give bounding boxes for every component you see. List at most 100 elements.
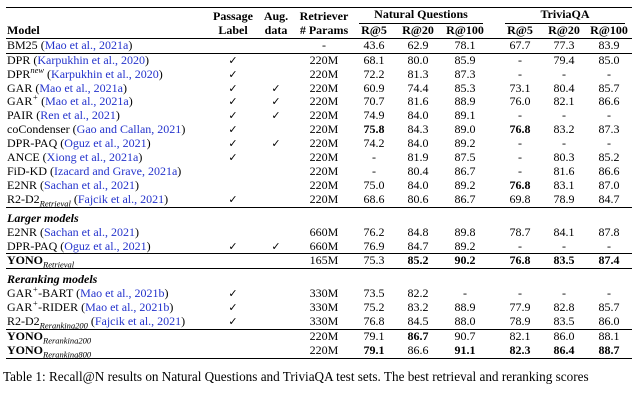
score-cell: 76.8 (498, 253, 542, 269)
score-cell: 60.9 (363, 81, 385, 95)
model-name-cell: coCondenser (Gao and Callan, 2021) (7, 123, 186, 137)
aug-data-check (256, 123, 296, 137)
citation-link[interactable]: Fajcik et al., 2021 (77, 192, 165, 206)
model-name-cell: R2-D2Reranking200 (Fajcik et al., 2021) (7, 315, 186, 330)
model-subscript: Retrieval (43, 259, 75, 269)
model-name: E2NR (7, 225, 37, 239)
score-cell: 87.3 (454, 67, 476, 81)
table-section: Larger models E2NR (Sachan et al., 2021) 6… (6, 206, 632, 254)
score-cell: 69.8 (509, 192, 531, 206)
citation-link[interactable]: Xiong et al., 2021a (46, 151, 139, 165)
passage-label-check: ✓ (210, 68, 256, 82)
score-cell: 86.0 (542, 328, 586, 344)
checkmark-icon: ✓ (228, 192, 238, 206)
retriever-params-cell: 165M (296, 253, 352, 269)
header-row-metrics: R@5 R@20 R@100 R@5 R@20 R@100 (6, 23, 632, 39)
citation-link[interactable]: Mao et al., 2021b (80, 287, 165, 301)
score-cell: - (607, 239, 611, 253)
score-cell: 89.0 (454, 123, 476, 137)
table-row: DPR-PAQ (Oguz et al., 2021) ✓ ✓ 220M 74.2 84.… (6, 137, 632, 151)
col-header-retriever-params: Retriever # Params (296, 7, 352, 39)
passage-label-check: ✓ (210, 137, 256, 151)
score-cell: 81.6 (553, 164, 575, 178)
score-cell: 78.1 (440, 37, 490, 54)
citation-link[interactable]: Izacard and Grave, 2021a (54, 164, 178, 178)
score-cell: 83.5 (542, 253, 586, 269)
retriever-params-cell: 220M (309, 151, 339, 165)
citation-link[interactable]: Oguz et al., 2021 (64, 239, 147, 253)
citation-link[interactable]: Oguz et al., 2021 (64, 137, 147, 151)
group-gap-cell (490, 328, 498, 344)
score-cell: 86.7 (454, 164, 476, 178)
retriever-params-cell: 220M (309, 178, 339, 192)
group-gap-cell (490, 37, 498, 54)
col-header-nq-r5: R@5 (352, 23, 396, 39)
score-cell: 82.2 (407, 287, 429, 301)
score-cell: 90.7 (440, 328, 490, 344)
citation-link[interactable]: Karpukhin et al., 2020 (51, 67, 159, 81)
model-name-cell: DPR (Karpukhin et al., 2020) (6, 52, 210, 68)
citation-link[interactable]: Karpukhin et al., 2020 (37, 53, 145, 67)
model-name-cell: BM25 (Mao et al., 2021a) (6, 37, 210, 54)
retriever-params-cell: 330M (309, 315, 339, 329)
table-row: ANCE (Xiong et al., 2021a) ✓ 220M - 81.9 87.5… (6, 151, 632, 165)
score-cell: 87.5 (454, 151, 476, 165)
model-superscript: + (32, 287, 39, 295)
model-name-suffix: -RIDER (38, 301, 79, 315)
table-section: YONOReranking200 220M 79.1 86.7 90.7 82.1 86.0… (6, 328, 632, 358)
citation-link[interactable]: Sachan et al., 2021 (44, 178, 135, 192)
passage-label-check: ✓ (210, 193, 256, 207)
score-cell: 89.2 (454, 137, 476, 151)
group-gap-cell (490, 109, 498, 123)
citation-link[interactable]: Mao et al., 2021a (45, 95, 129, 109)
citation-link[interactable]: Gao and Callan, 2021 (76, 123, 182, 137)
table-row: YONORetrieval 165M 75.3 85.2 90.2 76.8 83.5 87.… (6, 253, 632, 269)
passage-label-check: ✓ (210, 82, 256, 96)
score-cell: 43.6 (352, 37, 396, 54)
table-row: DPR-PAQ (Oguz et al., 2021) ✓ ✓ 660M 76.9 84.… (6, 240, 632, 254)
score-cell: 85.2 (598, 151, 620, 165)
checkmark-icon: ✓ (228, 53, 238, 67)
score-cell: 85.2 (396, 253, 440, 269)
citation-link[interactable]: Ren et al., 2021 (40, 109, 116, 123)
citation-link[interactable]: Mao et al., 2021a (39, 81, 123, 95)
group-gap-cell (490, 179, 498, 193)
score-cell: - (562, 109, 566, 123)
table-header: Model Passage Label Aug. data Retriever … (6, 7, 632, 39)
group-gap-cell (490, 123, 498, 137)
score-cell: 83.2 (407, 301, 429, 315)
model-name: YONO (7, 343, 43, 357)
model-name: DPR-PAQ (7, 239, 58, 253)
score-cell: 79.1 (363, 343, 385, 357)
passage-label-check (210, 226, 256, 240)
retriever-params-cell: - (296, 37, 352, 54)
retriever-params-cell: 220M (309, 81, 339, 95)
checkmark-icon: ✓ (228, 67, 238, 81)
aug-data-check (256, 151, 296, 165)
model-name-cell: E2NR (Sachan et al., 2021) (7, 225, 139, 239)
retriever-params-cell: 220M (309, 192, 339, 206)
group-gap-cell (490, 82, 498, 96)
citation-link[interactable]: Fajcik et al., 2021 (94, 315, 182, 329)
citation-link[interactable]: Mao et al., 2021b (85, 301, 170, 315)
score-cell: - (562, 239, 566, 253)
table-section: DPR (Karpukhin et al., 2020) ✓ 220M 68.1 80.… (6, 52, 632, 207)
table-row: DPRnew (Karpukhin et al., 2020) ✓ 220M 72.2… (6, 68, 632, 82)
retriever-params-cell: 220M (309, 137, 339, 151)
score-cell: 76.8 (509, 178, 531, 192)
group-gap-cell (490, 52, 498, 68)
citation-link[interactable]: Sachan et al., 2021 (44, 225, 135, 239)
passage-label-check: ✓ (210, 52, 256, 68)
citation-link[interactable]: Mao et al., 2021a (44, 38, 129, 52)
passage-label-check (210, 328, 256, 344)
table-caption: Table 1: Recall@N results on Natural Que… (3, 368, 589, 384)
score-cell: 75.2 (363, 301, 385, 315)
group-gap-cell (490, 193, 498, 207)
score-cell: - (372, 164, 376, 178)
score-cell: - (518, 239, 522, 253)
score-cell: 84.3 (407, 123, 429, 137)
table-section: BM25 (Mao et al., 2021a) -43.6 62.9 78.1 67.… (6, 37, 632, 54)
passage-label-check: ✓ (210, 287, 256, 301)
score-cell: 79.1 (352, 328, 396, 344)
retriever-params-cell: 220M (309, 343, 339, 357)
